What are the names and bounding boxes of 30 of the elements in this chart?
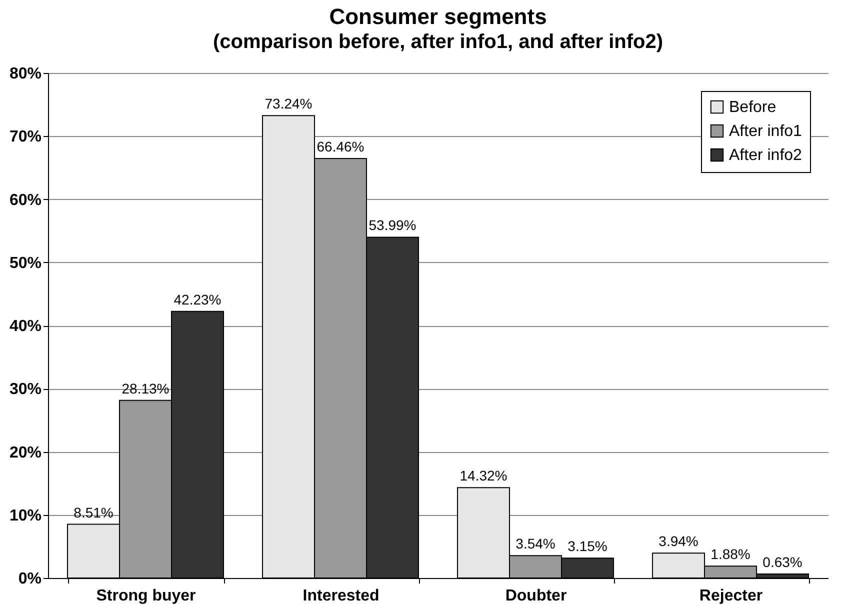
y-tick-label: 40%	[9, 318, 42, 335]
data-label: 3.15%	[568, 538, 608, 554]
data-label: 3.54%	[516, 536, 556, 552]
y-tick-label: 10%	[9, 507, 42, 524]
y-tick-label: 70%	[9, 128, 42, 146]
legend-label: After info1	[729, 123, 802, 140]
x-tick-label: Interested	[302, 588, 380, 604]
data-label: 0.63%	[762, 554, 802, 570]
chart-subtitle: (comparison before, after info1, and after info2)	[212, 31, 664, 53]
legend-label: After info2	[729, 147, 802, 164]
data-label: 14.32%	[460, 468, 508, 484]
data-label: 1.88%	[710, 546, 750, 562]
chart-title: Consumer segments	[329, 4, 547, 29]
data-label: 28.13%	[122, 380, 170, 396]
y-tick-label: 0%	[18, 570, 42, 588]
x-tick-label: Strong buyer	[96, 588, 196, 604]
data-label: 8.51%	[74, 504, 114, 520]
data-label: 42.23%	[174, 291, 222, 308]
data-label: 3.94%	[658, 533, 698, 550]
y-tick-label: 60%	[9, 192, 42, 209]
data-label: 53.99%	[368, 217, 416, 234]
y-tick-label: 20%	[9, 444, 42, 462]
legend-label: Before	[729, 99, 776, 116]
y-tick-label: 80%	[9, 66, 42, 82]
x-tick-label: Doubter	[505, 588, 567, 604]
data-label: 66.46%	[316, 138, 364, 154]
data-label: 73.24%	[264, 96, 312, 112]
x-tick-label: Rejecter	[699, 588, 763, 604]
y-tick-label: 50%	[9, 254, 42, 272]
y-tick-label: 30%	[9, 381, 42, 398]
